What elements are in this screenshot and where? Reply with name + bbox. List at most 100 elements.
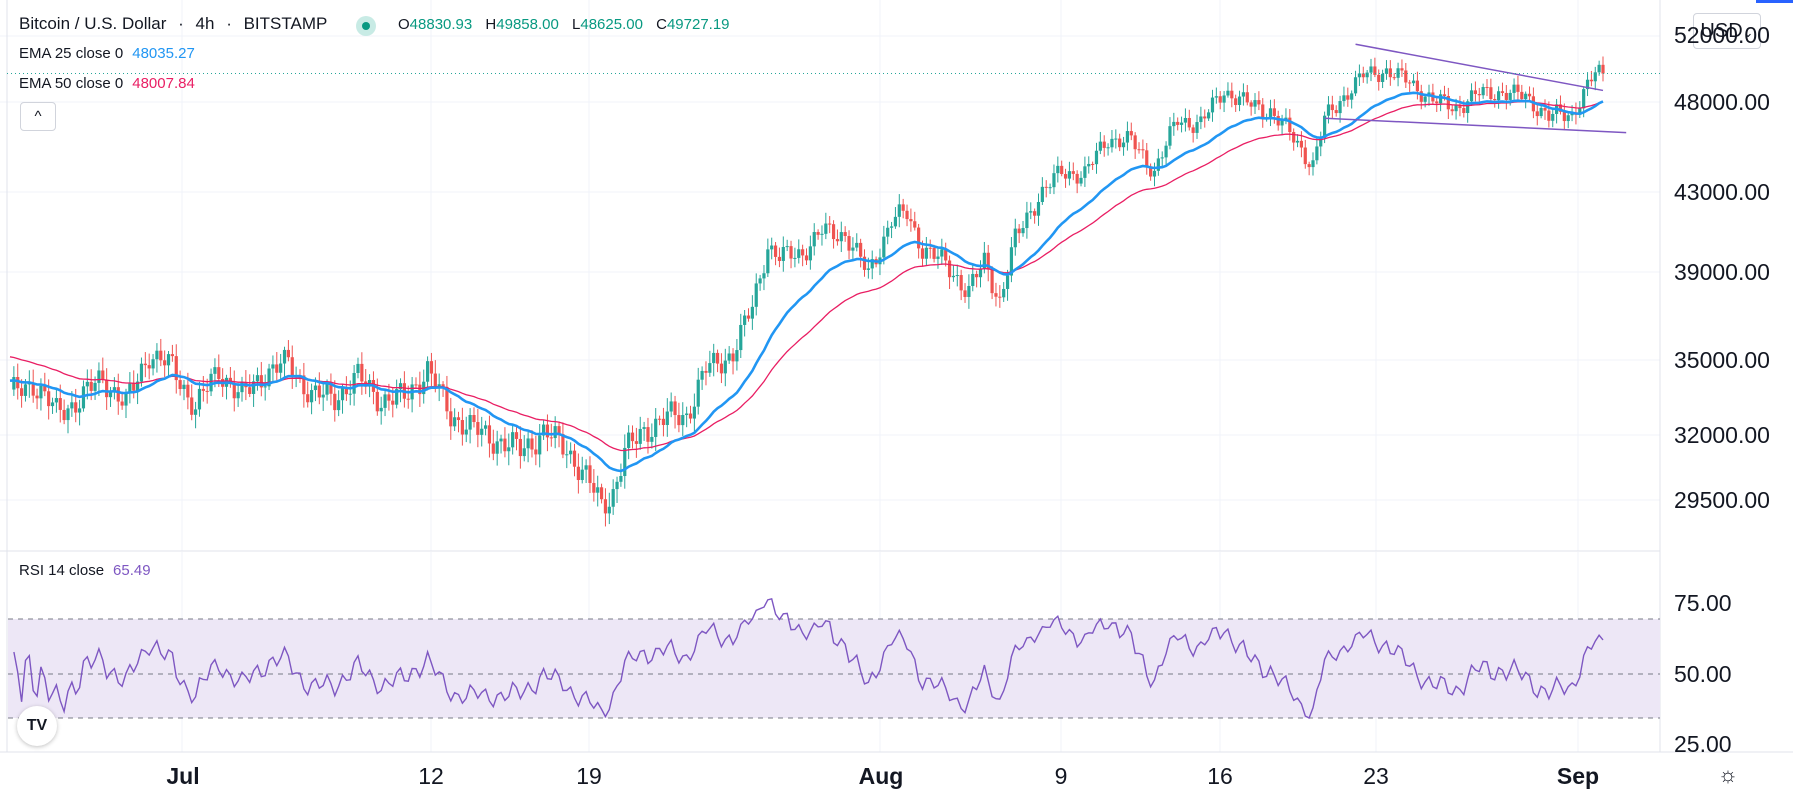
candle-body [1033, 211, 1037, 216]
candle-body [777, 256, 782, 261]
candle-body [190, 397, 194, 415]
candle-body [1500, 91, 1505, 93]
candle-body [197, 388, 202, 410]
market-status-icon[interactable] [356, 16, 376, 36]
candle-body [576, 466, 580, 481]
ohlc-open: 48830.93 [409, 16, 473, 33]
candle-body [1466, 101, 1470, 114]
candle-body [1241, 92, 1246, 97]
candle-body [1458, 104, 1462, 109]
candle-body [433, 373, 437, 389]
candle-body [1512, 84, 1516, 93]
candle-body [1361, 73, 1365, 78]
candle-body [333, 393, 337, 411]
candle-body [282, 349, 287, 364]
candle-body [317, 385, 321, 398]
candle-body [1156, 158, 1160, 171]
symbol-title[interactable]: Bitcoin / U.S. Dollar · 4h · BITSTAMP [19, 14, 328, 33]
candle-body [1485, 87, 1489, 89]
candle-body [1326, 104, 1331, 116]
rsi-legend[interactable]: RSI 14 close 65.49 [19, 562, 151, 579]
candle-body [565, 454, 569, 456]
candle-body [1067, 171, 1072, 179]
candle-body [1191, 127, 1195, 133]
candle-body [360, 363, 364, 382]
candle-body [1578, 108, 1582, 115]
candle-body [1400, 68, 1404, 71]
candle-body [1218, 96, 1222, 103]
ema25-legend[interactable]: EMA 25 close 0 48035.27 [19, 45, 195, 62]
candle-body [998, 296, 1002, 298]
candle-body [232, 383, 236, 399]
candle-body [259, 375, 263, 388]
candle-body [661, 418, 666, 426]
candle-body [507, 447, 511, 452]
candle-body [1539, 107, 1543, 117]
candle-body [1493, 99, 1497, 101]
tradingview-logo-icon[interactable]: TV [17, 706, 57, 746]
candle-body [1408, 82, 1412, 84]
candle-body [418, 384, 422, 395]
candle-body [487, 425, 492, 444]
candle-body [627, 432, 631, 448]
candle-body [1504, 92, 1508, 100]
candle-body [1079, 177, 1083, 184]
candle-body [155, 350, 159, 360]
candle-body [773, 245, 778, 257]
ema50-legend[interactable]: EMA 50 close 0 48007.84 [19, 75, 195, 92]
currency-label: USD [1700, 20, 1743, 42]
price-axis-label: 35000.00 [1674, 347, 1770, 373]
candle-body [847, 236, 851, 251]
gear-icon[interactable]: ☼ [1717, 762, 1739, 787]
candle-body [696, 379, 700, 407]
candle-body [1566, 115, 1570, 122]
candle-body [700, 370, 704, 380]
candle-body [1029, 211, 1033, 213]
candle-body [275, 364, 279, 373]
candle-body [1411, 80, 1416, 84]
candle-body [1396, 68, 1400, 78]
candle-body [855, 242, 859, 248]
candle-body [901, 204, 905, 211]
candle-body [1234, 98, 1238, 106]
candle-body [35, 395, 39, 399]
candle-body [1404, 70, 1408, 83]
candle-body [1582, 89, 1586, 109]
candle-body [882, 236, 886, 258]
candle-body [383, 394, 387, 408]
candle-body [735, 350, 739, 362]
candle-body [975, 273, 979, 278]
candle-body [746, 315, 751, 319]
candle-body [1044, 186, 1048, 188]
candle-body [1469, 90, 1474, 102]
candle-body [1249, 102, 1253, 107]
candle-body [1087, 163, 1091, 167]
candle-body [441, 384, 445, 387]
candle-body [398, 383, 403, 390]
ema50-line [9, 101, 1604, 452]
collapse-legend-button[interactable]: ^ [20, 102, 56, 131]
candle-body [781, 246, 785, 261]
candle-body [831, 224, 836, 240]
candle-body [375, 391, 379, 412]
candle-body [1168, 126, 1172, 146]
candle-body [1520, 91, 1524, 100]
candle-body [1524, 93, 1528, 100]
candle-body [85, 381, 89, 387]
candle-body [994, 293, 998, 297]
candle-body [1388, 68, 1392, 78]
candle-body [673, 401, 677, 416]
channel-lower-line [1324, 117, 1627, 134]
candle-body [325, 383, 329, 395]
candle-body [553, 426, 557, 439]
candle-body [66, 408, 70, 421]
candle-body [611, 489, 615, 507]
candle-body [1516, 84, 1520, 92]
candle-body [116, 387, 120, 402]
candle-body [445, 386, 449, 412]
currency-button[interactable]: USD⌄ [1693, 13, 1761, 49]
candle-body [1439, 94, 1443, 104]
candle-body [263, 386, 267, 388]
candle-body [329, 383, 333, 394]
